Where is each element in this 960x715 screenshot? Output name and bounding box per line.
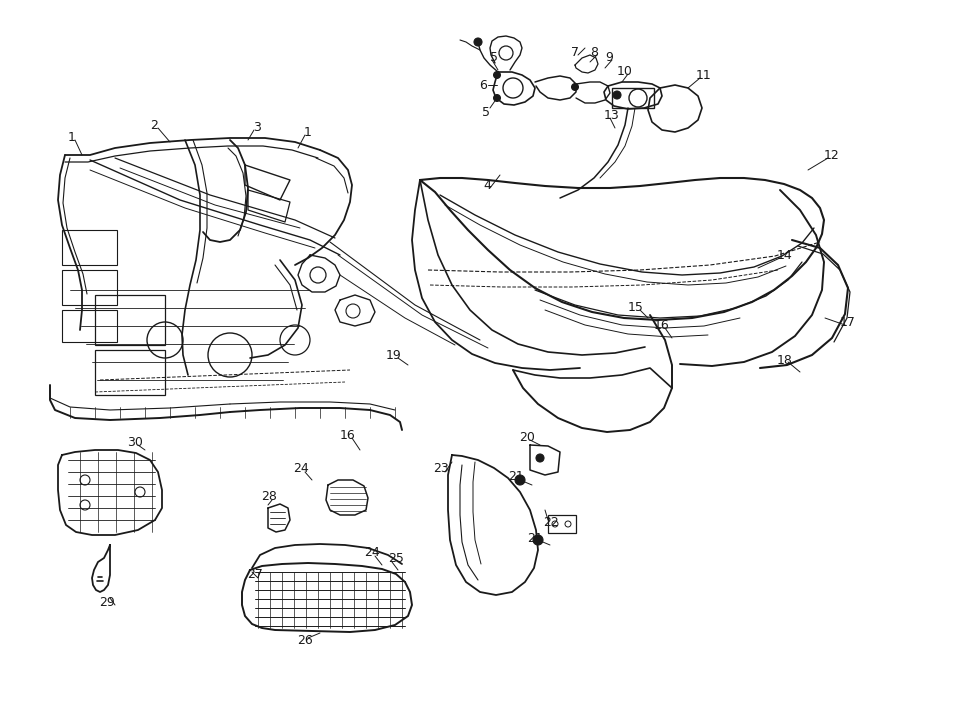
Bar xyxy=(95,350,165,395)
Text: 17: 17 xyxy=(840,315,856,328)
Text: 24: 24 xyxy=(364,546,380,560)
Text: 21: 21 xyxy=(508,470,524,483)
Text: 13: 13 xyxy=(604,109,620,122)
Text: 16: 16 xyxy=(340,428,356,441)
Bar xyxy=(62,310,117,342)
Text: 11: 11 xyxy=(696,69,712,82)
Text: 29: 29 xyxy=(99,596,115,608)
Circle shape xyxy=(474,38,482,46)
Text: 12: 12 xyxy=(824,149,840,162)
Text: 26: 26 xyxy=(298,634,313,648)
Text: 22: 22 xyxy=(543,516,559,530)
Circle shape xyxy=(493,94,500,102)
Bar xyxy=(548,515,576,533)
Text: 19: 19 xyxy=(386,348,402,362)
Text: 14: 14 xyxy=(778,249,793,262)
Text: 27: 27 xyxy=(247,568,263,581)
Text: 25: 25 xyxy=(388,553,404,566)
Text: 20: 20 xyxy=(519,430,535,443)
Text: 28: 28 xyxy=(261,490,276,503)
Text: 16: 16 xyxy=(654,318,670,332)
Bar xyxy=(612,88,654,108)
Text: 5: 5 xyxy=(482,106,490,119)
Text: 23: 23 xyxy=(433,461,449,475)
Text: 10: 10 xyxy=(617,64,633,77)
Text: 2: 2 xyxy=(150,119,158,132)
Circle shape xyxy=(515,475,525,485)
Text: 24: 24 xyxy=(293,463,309,475)
Text: 30: 30 xyxy=(127,435,143,448)
Text: 3: 3 xyxy=(253,121,261,134)
Text: 7: 7 xyxy=(571,46,579,59)
Text: 5: 5 xyxy=(490,51,498,64)
Text: 1: 1 xyxy=(304,126,312,139)
Circle shape xyxy=(571,84,579,91)
Circle shape xyxy=(533,535,543,545)
Bar xyxy=(62,230,117,265)
Text: 8: 8 xyxy=(590,46,598,59)
Text: 1: 1 xyxy=(68,131,76,144)
Circle shape xyxy=(536,454,544,462)
Text: 15: 15 xyxy=(628,300,644,313)
Bar xyxy=(95,295,165,345)
Circle shape xyxy=(613,91,621,99)
Text: 4: 4 xyxy=(483,179,491,192)
Bar xyxy=(62,270,117,305)
Circle shape xyxy=(493,72,500,79)
Text: 9: 9 xyxy=(605,51,612,64)
Text: 6: 6 xyxy=(479,79,487,92)
Text: 18: 18 xyxy=(777,353,793,367)
Text: 21: 21 xyxy=(527,531,542,545)
